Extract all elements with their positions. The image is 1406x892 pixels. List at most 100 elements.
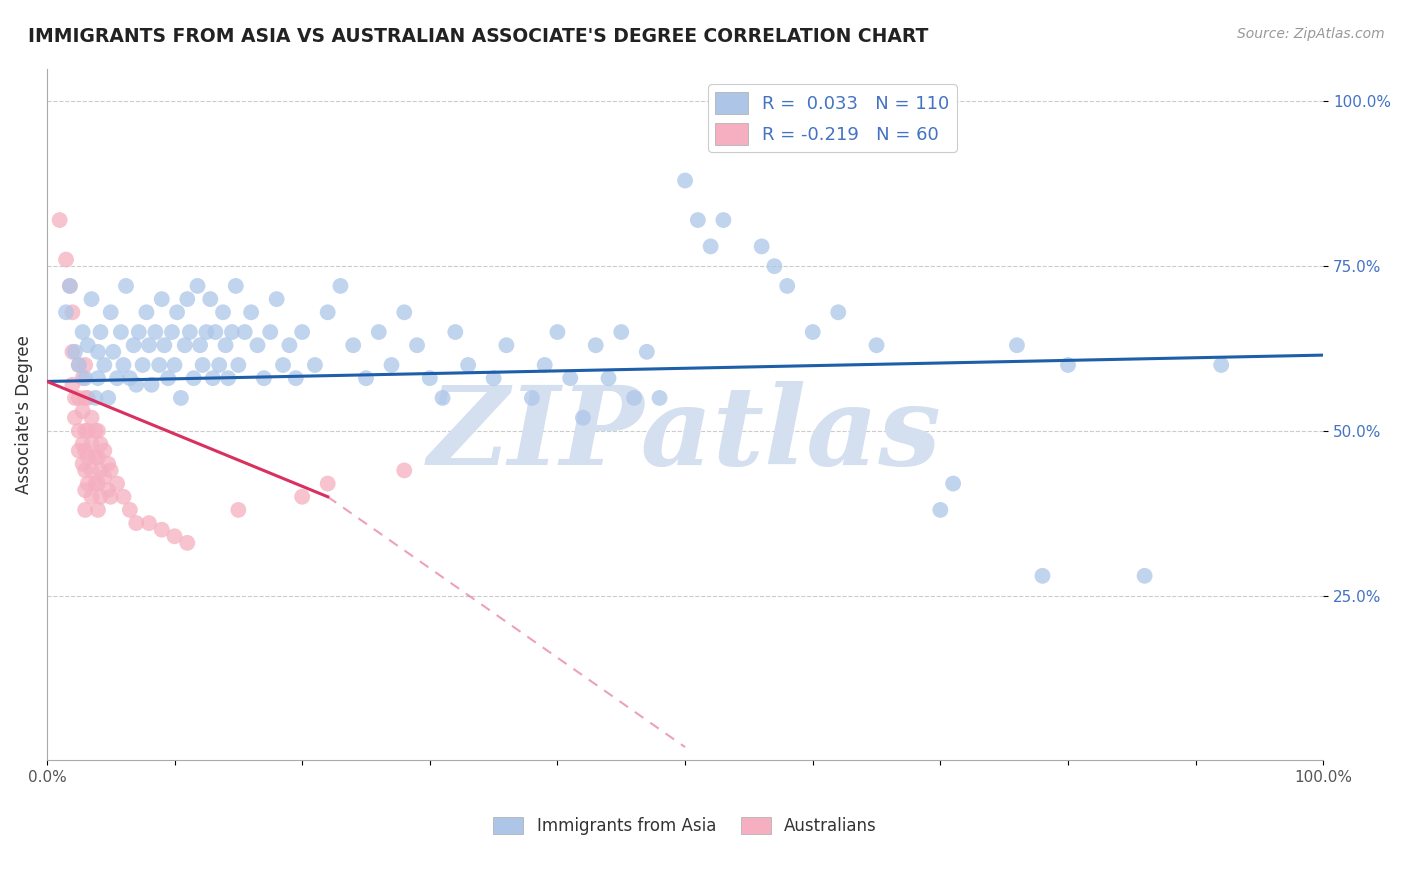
Point	[89, 325, 111, 339]
Point	[75, 503, 97, 517]
Point	[48, 213, 70, 227]
Point	[105, 371, 128, 385]
Point	[648, 391, 671, 405]
Point	[75, 358, 97, 372]
Point	[520, 391, 543, 405]
Point	[153, 338, 176, 352]
Point	[67, 443, 90, 458]
Point	[150, 292, 173, 306]
Point	[240, 305, 263, 319]
Point	[942, 476, 965, 491]
Y-axis label: Associate's Degree: Associate's Degree	[15, 335, 32, 494]
Point	[80, 463, 103, 477]
Point	[186, 279, 208, 293]
Point	[63, 344, 86, 359]
Point	[1211, 358, 1233, 372]
Point	[84, 450, 107, 465]
Point	[394, 305, 416, 319]
Point	[75, 391, 97, 405]
Point	[93, 358, 115, 372]
Point	[160, 325, 183, 339]
Point	[801, 325, 824, 339]
Point	[67, 358, 90, 372]
Point	[316, 476, 339, 491]
Point	[610, 325, 633, 339]
Point	[62, 305, 84, 319]
Point	[711, 213, 734, 227]
Point	[291, 325, 314, 339]
Point	[80, 490, 103, 504]
Point	[367, 325, 389, 339]
Point	[76, 450, 98, 465]
Point	[221, 325, 243, 339]
Point	[214, 338, 236, 352]
Point	[176, 292, 198, 306]
Point	[316, 305, 339, 319]
Point	[636, 344, 658, 359]
Point	[112, 490, 135, 504]
Point	[93, 443, 115, 458]
Point	[72, 325, 94, 339]
Point	[148, 358, 170, 372]
Point	[195, 325, 218, 339]
Point	[201, 371, 224, 385]
Point	[457, 358, 479, 372]
Point	[63, 410, 86, 425]
Point	[84, 476, 107, 491]
Point	[105, 476, 128, 491]
Point	[217, 371, 239, 385]
Point	[103, 344, 125, 359]
Point	[84, 391, 107, 405]
Point	[55, 252, 77, 267]
Point	[62, 344, 84, 359]
Point	[246, 338, 269, 352]
Point	[495, 338, 517, 352]
Point	[100, 463, 122, 477]
Point	[55, 305, 77, 319]
Point	[80, 437, 103, 451]
Point	[225, 279, 247, 293]
Point	[125, 516, 148, 530]
Point	[776, 279, 799, 293]
Point	[59, 279, 82, 293]
Point	[228, 358, 250, 372]
Point	[278, 338, 301, 352]
Point	[354, 371, 377, 385]
Point	[118, 503, 141, 517]
Point	[176, 536, 198, 550]
Point	[125, 377, 148, 392]
Point	[419, 371, 441, 385]
Point	[100, 490, 122, 504]
Point	[135, 305, 157, 319]
Point	[1005, 338, 1028, 352]
Point	[141, 377, 163, 392]
Point	[138, 338, 160, 352]
Point	[62, 377, 84, 392]
Point	[291, 490, 314, 504]
Point	[444, 325, 467, 339]
Point	[179, 325, 201, 339]
Point	[80, 292, 103, 306]
Point	[76, 424, 98, 438]
Point	[191, 358, 214, 372]
Point	[100, 305, 122, 319]
Point	[131, 358, 153, 372]
Point	[699, 239, 721, 253]
Point	[97, 483, 120, 498]
Point	[67, 424, 90, 438]
Point	[208, 358, 231, 372]
Text: Source: ZipAtlas.com: Source: ZipAtlas.com	[1237, 27, 1385, 41]
Point	[271, 358, 294, 372]
Point	[75, 424, 97, 438]
Point	[97, 457, 120, 471]
Point	[157, 371, 180, 385]
Point	[89, 437, 111, 451]
Point	[87, 424, 110, 438]
Point	[432, 391, 454, 405]
Point	[533, 358, 555, 372]
Point	[72, 437, 94, 451]
Point	[128, 325, 150, 339]
Text: IMMIGRANTS FROM ASIA VS AUSTRALIAN ASSOCIATE'S DEGREE CORRELATION CHART: IMMIGRANTS FROM ASIA VS AUSTRALIAN ASSOC…	[28, 27, 928, 45]
Legend: Immigrants from Asia, Australians: Immigrants from Asia, Australians	[486, 810, 883, 842]
Point	[72, 404, 94, 418]
